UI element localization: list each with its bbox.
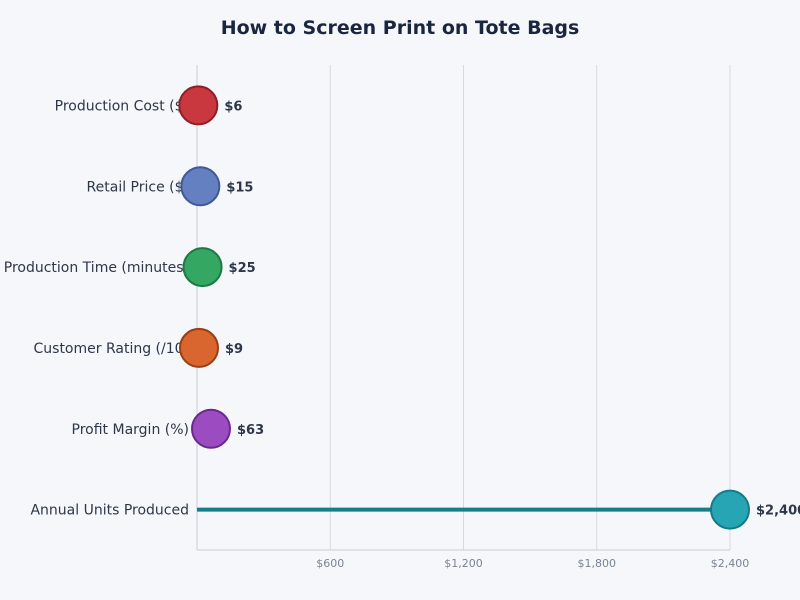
row: Profit Margin (%) $63 xyxy=(72,408,264,449)
x-tick-label: $1,800 xyxy=(578,557,617,570)
lollipop-dot xyxy=(710,489,750,530)
value-label: $9 xyxy=(225,342,243,357)
x-tick-label: $1,200 xyxy=(444,557,483,570)
category-label: Production Cost ($) xyxy=(55,98,189,114)
row: Production Cost ($) $6 xyxy=(55,85,242,126)
lollipop-dot xyxy=(178,85,219,126)
lollipop-dot xyxy=(182,247,223,288)
value-label: $6 xyxy=(224,99,242,114)
category-label: Profit Margin (%) xyxy=(72,422,189,438)
x-tick-label: $2,400 xyxy=(711,557,750,570)
chart-title: How to Screen Print on Tote Bags xyxy=(221,17,580,39)
category-label: Annual Units Produced xyxy=(30,503,189,519)
category-label: Customer Rating (/10) xyxy=(34,341,190,357)
value-label: $63 xyxy=(237,423,264,438)
lollipop-dot xyxy=(178,327,219,368)
row: Production Time (minutes) $25 xyxy=(4,247,256,288)
data-rows: Production Cost ($) $6 Retail Price ($) $15… xyxy=(4,85,800,530)
x-tick-label: $600 xyxy=(316,557,344,570)
value-label: $15 xyxy=(226,180,253,195)
lollipop-dot xyxy=(180,166,221,207)
gridlines xyxy=(329,65,731,550)
row: Customer Rating (/10) $9 xyxy=(34,327,243,368)
value-label: $25 xyxy=(229,261,256,276)
row: Retail Price ($) $15 xyxy=(87,166,253,207)
lollipop-dot xyxy=(190,408,231,449)
value-label: $2,400 xyxy=(756,504,800,519)
x-axis-ticks: $600 $1,200 $1,800 $2,400 xyxy=(316,557,749,570)
category-label: Retail Price ($) xyxy=(87,179,189,195)
category-label: Production Time (minutes) xyxy=(4,260,189,276)
row: Annual Units Produced $2,400 xyxy=(30,489,800,530)
